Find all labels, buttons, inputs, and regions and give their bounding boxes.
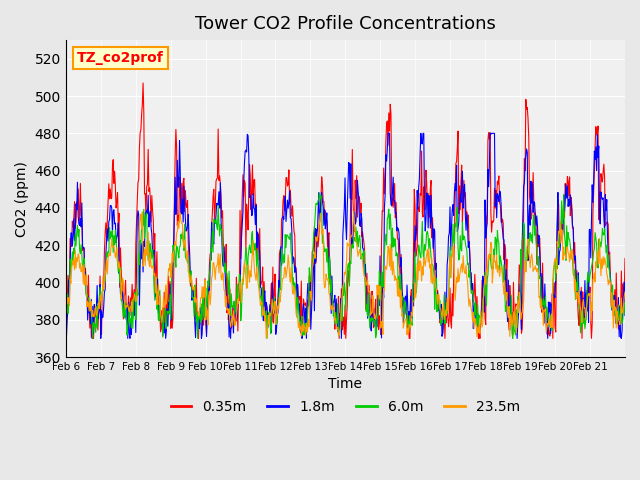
Line: 6.0m: 6.0m (66, 193, 625, 338)
1.8m (128, 306, 136, 312)
23.5m (127, 304, 135, 310)
0.35m (232, 319, 239, 325)
Line: 0.35m: 0.35m (66, 83, 625, 338)
0.35m (89, 336, 97, 341)
6.0m (280, 252, 287, 257)
1.8m (384, 131, 392, 136)
0.35m (404, 323, 412, 328)
Text: TZ_co2prof: TZ_co2prof (77, 51, 164, 65)
Legend: 0.35m, 1.8m, 6.0m, 23.5m: 0.35m, 1.8m, 6.0m, 23.5m (165, 395, 526, 420)
6.0m (436, 298, 444, 303)
1.8m (621, 312, 629, 318)
6.0m (62, 323, 70, 329)
6.0m (231, 312, 239, 317)
Line: 23.5m: 23.5m (66, 211, 625, 338)
Title: Tower CO2 Profile Concentrations: Tower CO2 Profile Concentrations (195, 15, 496, 33)
0.35m (436, 320, 444, 325)
0.35m (281, 208, 289, 214)
0.35m (62, 322, 70, 328)
1.8m (280, 216, 287, 222)
23.5m (230, 316, 238, 322)
6.0m (621, 311, 629, 317)
6.0m (316, 190, 323, 196)
1.8m (404, 328, 412, 334)
Y-axis label: CO2 (ppm): CO2 (ppm) (15, 161, 29, 237)
0.35m (621, 255, 629, 261)
0.35m (140, 80, 147, 86)
23.5m (258, 299, 266, 305)
1.8m (259, 305, 266, 311)
23.5m (436, 305, 444, 311)
1.8m (436, 316, 444, 322)
23.5m (350, 208, 358, 214)
23.5m (404, 330, 412, 336)
1.8m (88, 336, 96, 341)
23.5m (280, 275, 287, 281)
X-axis label: Time: Time (328, 377, 362, 392)
Line: 1.8m: 1.8m (66, 133, 625, 338)
1.8m (62, 327, 70, 333)
0.35m (128, 281, 136, 287)
0.35m (260, 312, 268, 318)
6.0m (89, 336, 97, 341)
23.5m (621, 289, 629, 295)
6.0m (128, 296, 136, 302)
6.0m (259, 284, 266, 290)
23.5m (262, 336, 270, 341)
23.5m (62, 307, 70, 312)
1.8m (231, 311, 239, 316)
6.0m (404, 325, 412, 331)
